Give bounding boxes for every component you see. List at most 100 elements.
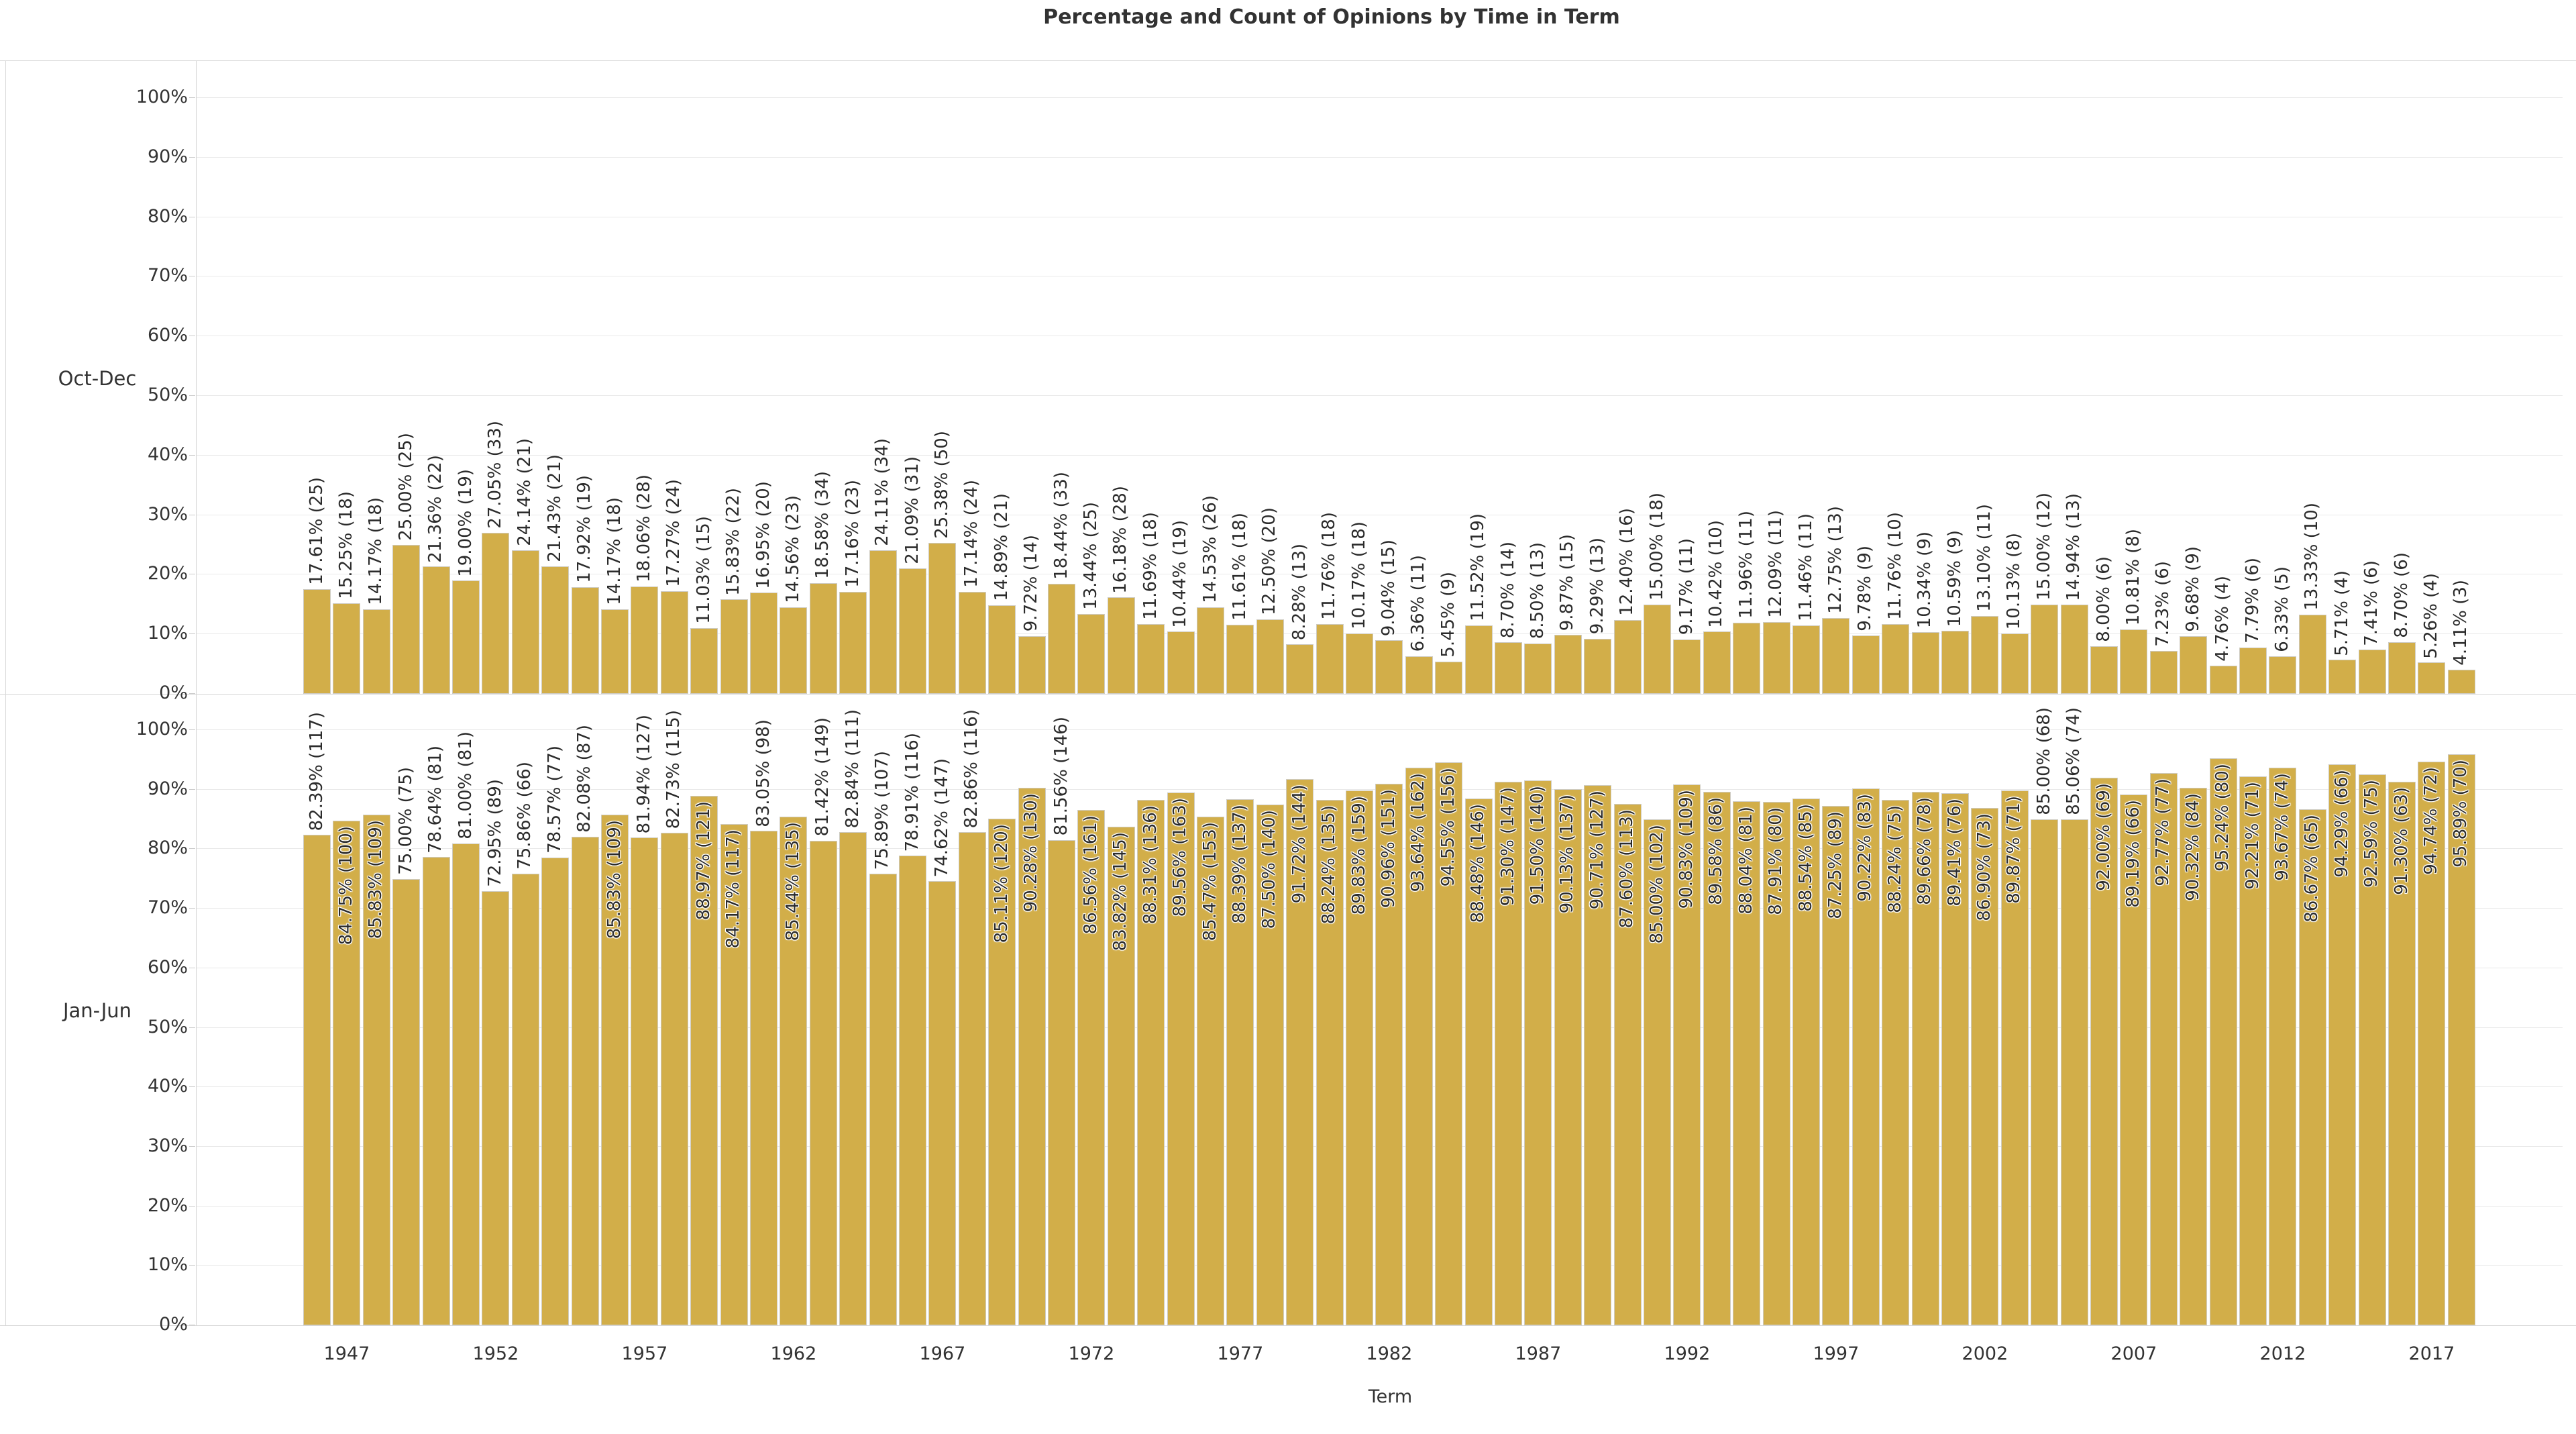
bar-jan-jun-1966[interactable] [899, 856, 926, 1325]
bar-jan-jun-2009[interactable] [2180, 787, 2208, 1325]
bar-jan-jun-1972[interactable] [1077, 810, 1106, 1325]
bar-jan-jun-1956[interactable] [601, 814, 629, 1325]
bar-jan-jun-1954[interactable] [541, 858, 570, 1325]
bar-oct-dec-1953[interactable] [511, 550, 539, 694]
bar-oct-dec-1982[interactable] [1375, 639, 1403, 694]
bar-oct-dec-2017[interactable] [2418, 662, 2446, 694]
bar-oct-dec-1995[interactable] [1762, 621, 1790, 694]
bar-jan-jun-1988[interactable] [1554, 788, 1582, 1325]
bar-jan-jun-1984[interactable] [1435, 762, 1463, 1325]
bar-jan-jun-1947[interactable] [333, 821, 361, 1325]
bar-jan-jun-2004[interactable] [2031, 819, 2059, 1325]
bar-jan-jun-2007[interactable] [2120, 794, 2148, 1325]
bar-jan-jun-1997[interactable] [1822, 806, 1850, 1325]
bar-oct-dec-1949[interactable] [392, 545, 421, 694]
bar-jan-jun-2003[interactable] [2000, 790, 2029, 1325]
bar-jan-jun-2015[interactable] [2358, 774, 2386, 1325]
bar-jan-jun-1967[interactable] [928, 881, 957, 1325]
bar-jan-jun-1989[interactable] [1584, 785, 1612, 1325]
bar-jan-jun-2001[interactable] [1941, 792, 1969, 1325]
bar-jan-jun-1959[interactable] [690, 795, 718, 1325]
bar-jan-jun-2014[interactable] [2328, 764, 2357, 1325]
bar-oct-dec-1970[interactable] [1018, 635, 1046, 694]
bar-jan-jun-1962[interactable] [780, 817, 808, 1325]
bar-jan-jun-2002[interactable] [1971, 808, 1999, 1325]
bar-oct-dec-1968[interactable] [958, 591, 986, 694]
bar-jan-jun-1957[interactable] [631, 837, 659, 1325]
bar-jan-jun-1999[interactable] [1882, 800, 1910, 1325]
bar-jan-jun-1973[interactable] [1107, 826, 1135, 1325]
bar-oct-dec-1958[interactable] [660, 591, 688, 694]
bar-oct-dec-2016[interactable] [2388, 642, 2416, 694]
bar-oct-dec-1986[interactable] [1495, 642, 1522, 694]
bar-oct-dec-1990[interactable] [1613, 619, 1642, 694]
bar-jan-jun-1968[interactable] [958, 832, 986, 1325]
bar-oct-dec-1988[interactable] [1554, 635, 1582, 694]
bar-jan-jun-1977[interactable] [1226, 799, 1254, 1325]
bar-oct-dec-1969[interactable] [988, 605, 1016, 694]
bar-oct-dec-1992[interactable] [1673, 639, 1701, 694]
bar-jan-jun-1948[interactable] [362, 814, 390, 1325]
bar-jan-jun-1992[interactable] [1673, 784, 1701, 1325]
bar-jan-jun-1982[interactable] [1375, 784, 1403, 1325]
bar-oct-dec-2005[interactable] [2060, 605, 2088, 694]
bar-jan-jun-1978[interactable] [1256, 804, 1284, 1325]
bar-oct-dec-1979[interactable] [1286, 644, 1314, 694]
bar-jan-jun-1990[interactable] [1613, 804, 1642, 1325]
bar-oct-dec-2014[interactable] [2328, 660, 2357, 694]
bar-oct-dec-1951[interactable] [452, 580, 480, 694]
bar-jan-jun-1974[interactable] [1137, 799, 1165, 1325]
bar-oct-dec-2011[interactable] [2239, 647, 2267, 694]
bar-oct-dec-1980[interactable] [1316, 623, 1344, 694]
bar-jan-jun-2000[interactable] [1911, 791, 1939, 1325]
bar-oct-dec-1947[interactable] [333, 603, 361, 694]
bar-oct-dec-1974[interactable] [1137, 624, 1165, 694]
bar-jan-jun-1985[interactable] [1464, 799, 1493, 1325]
bar-oct-dec-1984[interactable] [1435, 661, 1463, 694]
bar-jan-jun-1963[interactable] [809, 840, 837, 1325]
bar-oct-dec-1954[interactable] [541, 566, 570, 694]
bar-oct-dec-2006[interactable] [2090, 646, 2118, 694]
bar-oct-dec-2003[interactable] [2000, 633, 2029, 694]
bar-jan-jun-1980[interactable] [1316, 800, 1344, 1325]
bar-jan-jun-1969[interactable] [988, 819, 1016, 1325]
bar-jan-jun-1986[interactable] [1495, 782, 1522, 1325]
bar-oct-dec-1993[interactable] [1703, 631, 1731, 694]
bar-jan-jun-2008[interactable] [2149, 773, 2178, 1325]
bar-jan-jun-1976[interactable] [1197, 816, 1224, 1325]
bar-oct-dec-2008[interactable] [2149, 650, 2178, 694]
bar-jan-jun-2005[interactable] [2060, 819, 2088, 1325]
bar-oct-dec-1997[interactable] [1822, 617, 1850, 694]
bar-oct-dec-2012[interactable] [2269, 656, 2297, 694]
bar-jan-jun-2018[interactable] [2447, 754, 2475, 1325]
bar-oct-dec-1977[interactable] [1226, 624, 1254, 694]
bar-oct-dec-1965[interactable] [869, 550, 897, 694]
bar-oct-dec-1989[interactable] [1584, 638, 1612, 694]
bar-oct-dec-1972[interactable] [1077, 613, 1106, 694]
bar-oct-dec-2018[interactable] [2447, 669, 2475, 694]
bar-jan-jun-1955[interactable] [571, 836, 599, 1325]
bar-oct-dec-2007[interactable] [2120, 629, 2148, 694]
bar-oct-dec-2009[interactable] [2180, 636, 2208, 694]
bar-jan-jun-2013[interactable] [2298, 809, 2326, 1325]
bar-jan-jun-1953[interactable] [511, 874, 539, 1325]
bar-jan-jun-1979[interactable] [1286, 779, 1314, 1325]
bar-oct-dec-2015[interactable] [2358, 650, 2386, 694]
bar-jan-jun-2011[interactable] [2239, 776, 2267, 1325]
bar-jan-jun-1958[interactable] [660, 833, 688, 1325]
bar-oct-dec-1952[interactable] [482, 532, 510, 694]
bar-jan-jun-2010[interactable] [2209, 758, 2237, 1325]
bar-oct-dec-1959[interactable] [690, 628, 718, 694]
bar-jan-jun-2006[interactable] [2090, 777, 2118, 1325]
bar-oct-dec-1957[interactable] [631, 586, 659, 694]
bar-oct-dec-2013[interactable] [2298, 614, 2326, 694]
bar-oct-dec-1971[interactable] [1048, 584, 1075, 694]
bar-jan-jun-1970[interactable] [1018, 788, 1046, 1325]
bar-jan-jun-2012[interactable] [2269, 768, 2297, 1325]
bar-jan-jun-1987[interactable] [1524, 780, 1552, 1325]
bar-oct-dec-1991[interactable] [1644, 604, 1671, 694]
bar-oct-dec-2010[interactable] [2209, 665, 2237, 694]
bar-jan-jun-1964[interactable] [839, 832, 867, 1325]
bar-oct-dec-1964[interactable] [839, 591, 867, 694]
bar-jan-jun-1981[interactable] [1346, 790, 1373, 1325]
